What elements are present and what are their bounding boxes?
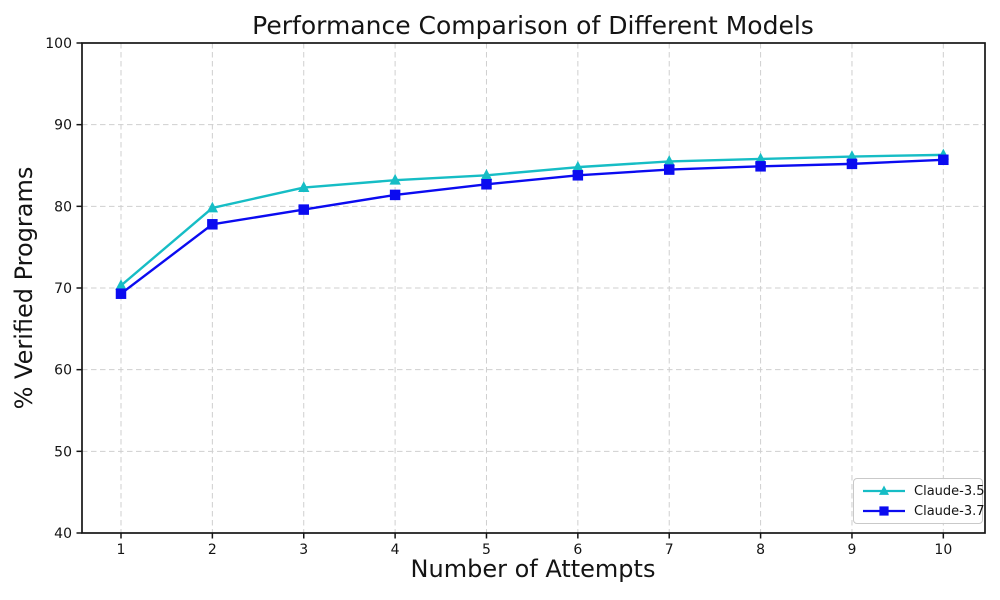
data-point-marker-triangle <box>115 279 127 290</box>
data-point-marker-square <box>389 189 401 201</box>
data-point-marker-square <box>481 179 492 190</box>
series-line-claude-3.7 <box>119 158 945 295</box>
data-point-marker-square <box>846 158 858 170</box>
chart-title: Performance Comparison of Different Mode… <box>252 11 814 40</box>
x-axis-label: Number of Attempts <box>410 555 656 583</box>
legend-item: Claude-3.5 <box>861 483 985 499</box>
data-point-marker-square <box>572 170 584 181</box>
y-tick-label: 100 <box>45 36 72 52</box>
y-tick-label: 70 <box>54 281 72 297</box>
data-point-marker-square <box>115 288 127 299</box>
data-point-marker-square <box>663 164 675 175</box>
data-point-marker-triangle <box>206 201 219 213</box>
legend-line-triangle-icon <box>863 485 905 495</box>
y-tick-label: 50 <box>54 444 72 460</box>
y-tick-label: 40 <box>54 526 72 542</box>
x-tick-label: 4 <box>391 542 400 558</box>
legend-item: Claude-3.7 <box>861 503 985 519</box>
legend: Claude-3.5 Claude-3.7 <box>853 478 985 524</box>
x-tick-label: 5 <box>482 542 491 558</box>
x-tick-label: 1 <box>117 542 126 558</box>
x-tick-label: 10 <box>934 542 952 558</box>
series-line-claude-3.5 <box>119 153 945 287</box>
data-point-marker-triangle <box>572 160 584 172</box>
data-point-marker-triangle <box>389 173 401 185</box>
x-tick-label: 8 <box>756 542 765 558</box>
y-tick-label: 90 <box>54 118 72 134</box>
data-point-marker-triangle <box>754 152 767 164</box>
data-point-marker-triangle <box>480 169 493 180</box>
legend-label: Claude-3.7 <box>914 503 985 519</box>
y-tick-label: 60 <box>54 363 72 379</box>
y-tick-label: 80 <box>54 199 72 215</box>
x-tick-label: 3 <box>299 542 308 558</box>
legend-line-square-icon <box>863 506 905 516</box>
data-point-marker-triangle <box>298 181 310 192</box>
data-point-marker-square <box>207 219 218 230</box>
x-tick-label: 7 <box>665 542 674 558</box>
data-point-marker-triangle <box>879 485 889 495</box>
y-axis-label: % Verified Programs <box>10 166 38 410</box>
data-point-marker-triangle <box>663 155 675 166</box>
legend-label: Claude-3.5 <box>914 483 985 499</box>
data-point-marker-square <box>938 154 949 166</box>
data-point-marker-square <box>879 506 889 516</box>
data-point-marker-triangle <box>846 150 858 161</box>
x-tick-label: 9 <box>847 542 856 558</box>
x-tick-label: 2 <box>208 542 217 558</box>
x-tick-label: 6 <box>573 542 582 558</box>
data-point-marker-square <box>755 161 766 172</box>
data-point-marker-square <box>298 204 309 215</box>
